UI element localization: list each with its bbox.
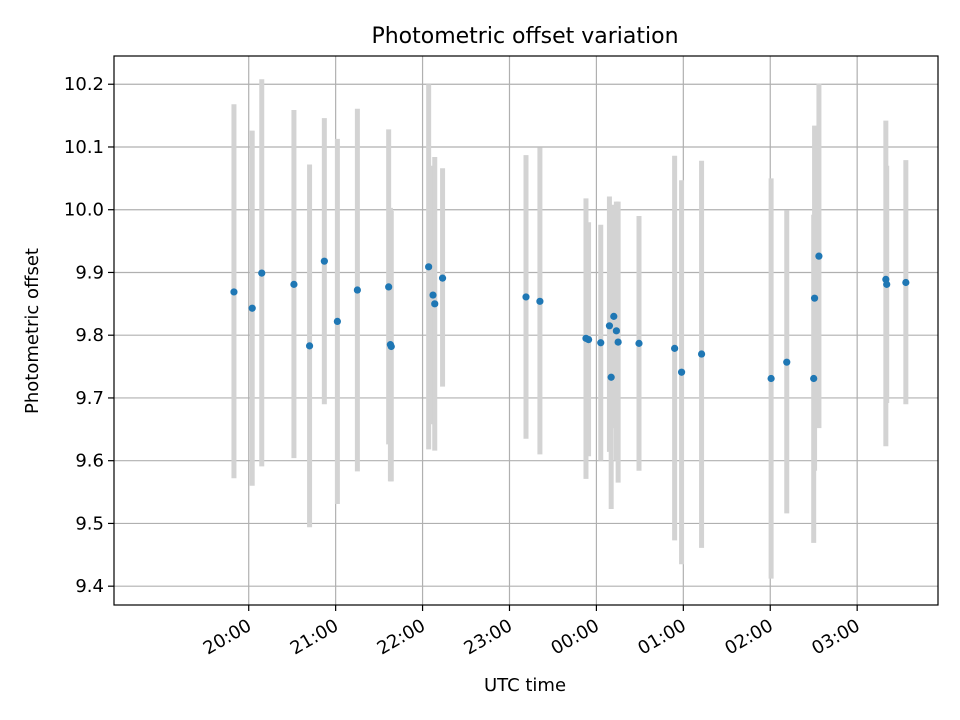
data-point <box>810 294 819 302</box>
error-bars <box>231 79 909 579</box>
y-tick-label: 9.9 <box>75 262 104 283</box>
data-point <box>902 278 910 287</box>
data-point <box>431 300 439 308</box>
data-points <box>230 252 910 383</box>
data-point <box>305 342 314 350</box>
y-tick-label: 9.6 <box>75 451 104 472</box>
x-tick-label: 23:00 <box>461 615 516 659</box>
data-point <box>614 338 622 346</box>
data-point <box>230 288 238 296</box>
data-point <box>810 374 818 383</box>
y-tick-label: 9.7 <box>75 388 104 409</box>
data-point <box>597 339 605 347</box>
data-point <box>387 342 395 351</box>
data-point <box>438 274 447 282</box>
data-point <box>290 280 298 288</box>
data-point <box>584 335 593 344</box>
x-axis-label: UTC time <box>484 675 566 696</box>
x-tick-label: 01:00 <box>634 615 689 659</box>
data-point <box>671 344 679 352</box>
data-point <box>783 358 791 366</box>
data-point <box>677 368 686 376</box>
y-tick-label: 9.8 <box>75 325 104 346</box>
data-point <box>536 297 544 305</box>
y-tick-label: 10.1 <box>64 137 104 158</box>
x-tick-label: 22:00 <box>374 615 429 659</box>
data-point <box>333 317 341 326</box>
y-tick-label: 9.5 <box>75 513 104 534</box>
data-point <box>767 374 775 383</box>
data-point <box>320 257 328 265</box>
x-tick-label: 02:00 <box>721 615 776 659</box>
data-point <box>258 269 266 277</box>
data-point <box>607 373 615 381</box>
data-point <box>429 291 437 299</box>
data-point <box>883 280 891 288</box>
y-tick-label: 10.0 <box>64 200 104 221</box>
y-tick-label: 10.2 <box>64 74 104 95</box>
axis-ticks: 20:00 21:00 22:00 23:00 00:00 01:00 02:00 03:00… <box>64 74 864 659</box>
y-tick-label: 9.4 <box>75 576 104 597</box>
data-point <box>610 312 618 320</box>
data-point <box>697 350 706 358</box>
data-point <box>353 286 361 294</box>
x-tick-label: 00:00 <box>547 615 602 659</box>
data-point <box>815 252 823 260</box>
data-point <box>612 327 620 335</box>
y-axis-label: Photometric offset <box>22 248 43 414</box>
data-point <box>635 339 643 347</box>
x-tick-label: 21:00 <box>287 615 342 659</box>
data-point <box>385 283 393 291</box>
data-point <box>522 293 530 301</box>
data-point <box>425 263 433 271</box>
plot-frame <box>113 55 939 606</box>
data-point <box>248 304 256 312</box>
data-point <box>605 322 614 330</box>
x-tick-label: 03:00 <box>808 615 863 659</box>
chart-title: Photometric offset variation <box>371 24 678 49</box>
x-tick-label: 20:00 <box>200 615 255 659</box>
